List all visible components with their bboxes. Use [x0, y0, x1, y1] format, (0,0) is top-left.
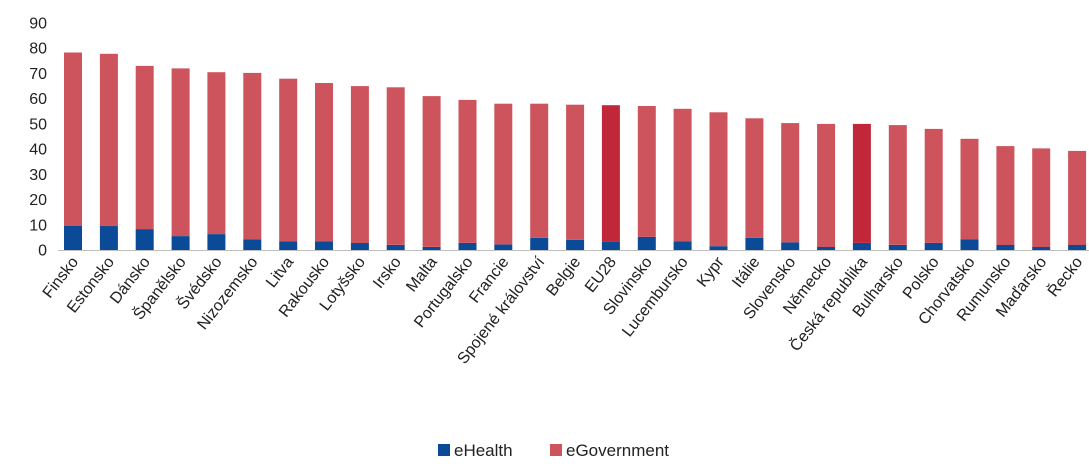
- bar-egovernment: [207, 72, 226, 235]
- bar-egovernment: [315, 83, 333, 242]
- bar-egovernment: [494, 103, 513, 245]
- bar-egovernment: [243, 72, 262, 240]
- bar-ehealth: [601, 241, 620, 250]
- legend-label-ehealth: eHealth: [454, 441, 513, 460]
- bar-ehealth: [781, 242, 800, 250]
- bar-ehealth: [171, 236, 190, 250]
- bar-ehealth: [64, 226, 82, 250]
- bars: [64, 52, 1087, 250]
- y-tick-label: 80: [29, 41, 47, 58]
- bar-ehealth: [673, 241, 692, 250]
- bar-egovernment: [99, 53, 118, 227]
- y-tick-label: 90: [29, 16, 47, 33]
- bar-ehealth: [745, 237, 764, 250]
- y-axis: 0 10 20 30 40 50 60 70 80 90: [29, 16, 47, 260]
- bar-ehealth: [386, 245, 405, 250]
- bar-egovernment: [852, 123, 871, 243]
- bar-ehealth: [637, 236, 656, 250]
- x-tick-label: Belgie: [543, 254, 584, 300]
- bar-ehealth: [422, 247, 441, 250]
- x-tick-label: Kypr: [694, 253, 728, 290]
- bar-ehealth: [1068, 245, 1087, 250]
- bar-egovernment: [458, 99, 477, 243]
- bar-egovernment: [422, 96, 441, 247]
- bar-egovernment: [386, 87, 405, 245]
- bar-ehealth: [817, 247, 836, 250]
- bar-egovernment: [601, 105, 620, 242]
- bar-ehealth: [852, 242, 871, 250]
- bar-egovernment: [637, 106, 656, 237]
- bar-egovernment: [709, 112, 728, 247]
- bar-egovernment: [135, 65, 154, 230]
- bar-egovernment: [924, 128, 943, 243]
- legend-label-egovernment: eGovernment: [566, 441, 669, 460]
- bar-ehealth: [996, 245, 1015, 250]
- bar-egovernment: [1032, 148, 1051, 247]
- bar-egovernment: [817, 123, 836, 247]
- bar-egovernment: [781, 123, 800, 243]
- y-tick-label: 60: [29, 91, 47, 108]
- x-tick-label: Litva: [263, 254, 297, 291]
- bar-egovernment: [350, 86, 369, 243]
- bar-ehealth: [315, 241, 333, 250]
- bar-ehealth: [458, 242, 477, 250]
- y-tick-label: 20: [29, 192, 47, 209]
- bar-ehealth: [924, 242, 943, 250]
- bar-ehealth: [530, 237, 549, 250]
- bar-ehealth: [99, 226, 118, 250]
- bar-ehealth: [709, 246, 728, 250]
- bar-ehealth: [207, 234, 226, 250]
- bar-ehealth: [135, 229, 154, 250]
- bar-egovernment: [566, 104, 585, 240]
- bar-egovernment: [530, 103, 549, 238]
- y-tick-label: 40: [29, 142, 47, 159]
- bar-ehealth: [960, 239, 979, 250]
- bar-egovernment: [960, 138, 979, 240]
- bar-ehealth: [566, 239, 585, 250]
- bar-ehealth: [1032, 247, 1051, 250]
- bar-egovernment: [673, 108, 692, 242]
- legend-swatch-ehealth: [438, 444, 450, 456]
- bar-egovernment: [1068, 150, 1087, 245]
- y-tick-label: 0: [38, 243, 47, 260]
- bar-egovernment: [64, 52, 82, 226]
- x-tick-label: Řecko: [1043, 253, 1086, 301]
- bar-ehealth: [888, 245, 907, 250]
- bar-egovernment: [888, 125, 907, 245]
- y-tick-label: 30: [29, 167, 47, 184]
- legend-swatch-egovernment: [550, 444, 562, 456]
- y-tick-label: 70: [29, 66, 47, 83]
- bar-egovernment: [996, 146, 1015, 245]
- bar-egovernment: [279, 78, 298, 242]
- x-tick-label: Irsko: [370, 254, 405, 292]
- x-tick-label: Itálie: [729, 254, 763, 291]
- bar-egovernment: [171, 68, 190, 237]
- bar-ehealth: [350, 242, 369, 250]
- bar-ehealth: [243, 239, 262, 250]
- x-axis: FinskoEstonskoDánskoŠpanělskoŠvédskoNizo…: [40, 250, 1089, 367]
- legend: eHealth eGovernment: [438, 441, 669, 460]
- y-tick-label: 10: [29, 217, 47, 234]
- y-tick-label: 50: [29, 116, 47, 133]
- bar-egovernment: [745, 118, 764, 238]
- bar-ehealth: [279, 241, 298, 250]
- bar-ehealth: [494, 244, 513, 250]
